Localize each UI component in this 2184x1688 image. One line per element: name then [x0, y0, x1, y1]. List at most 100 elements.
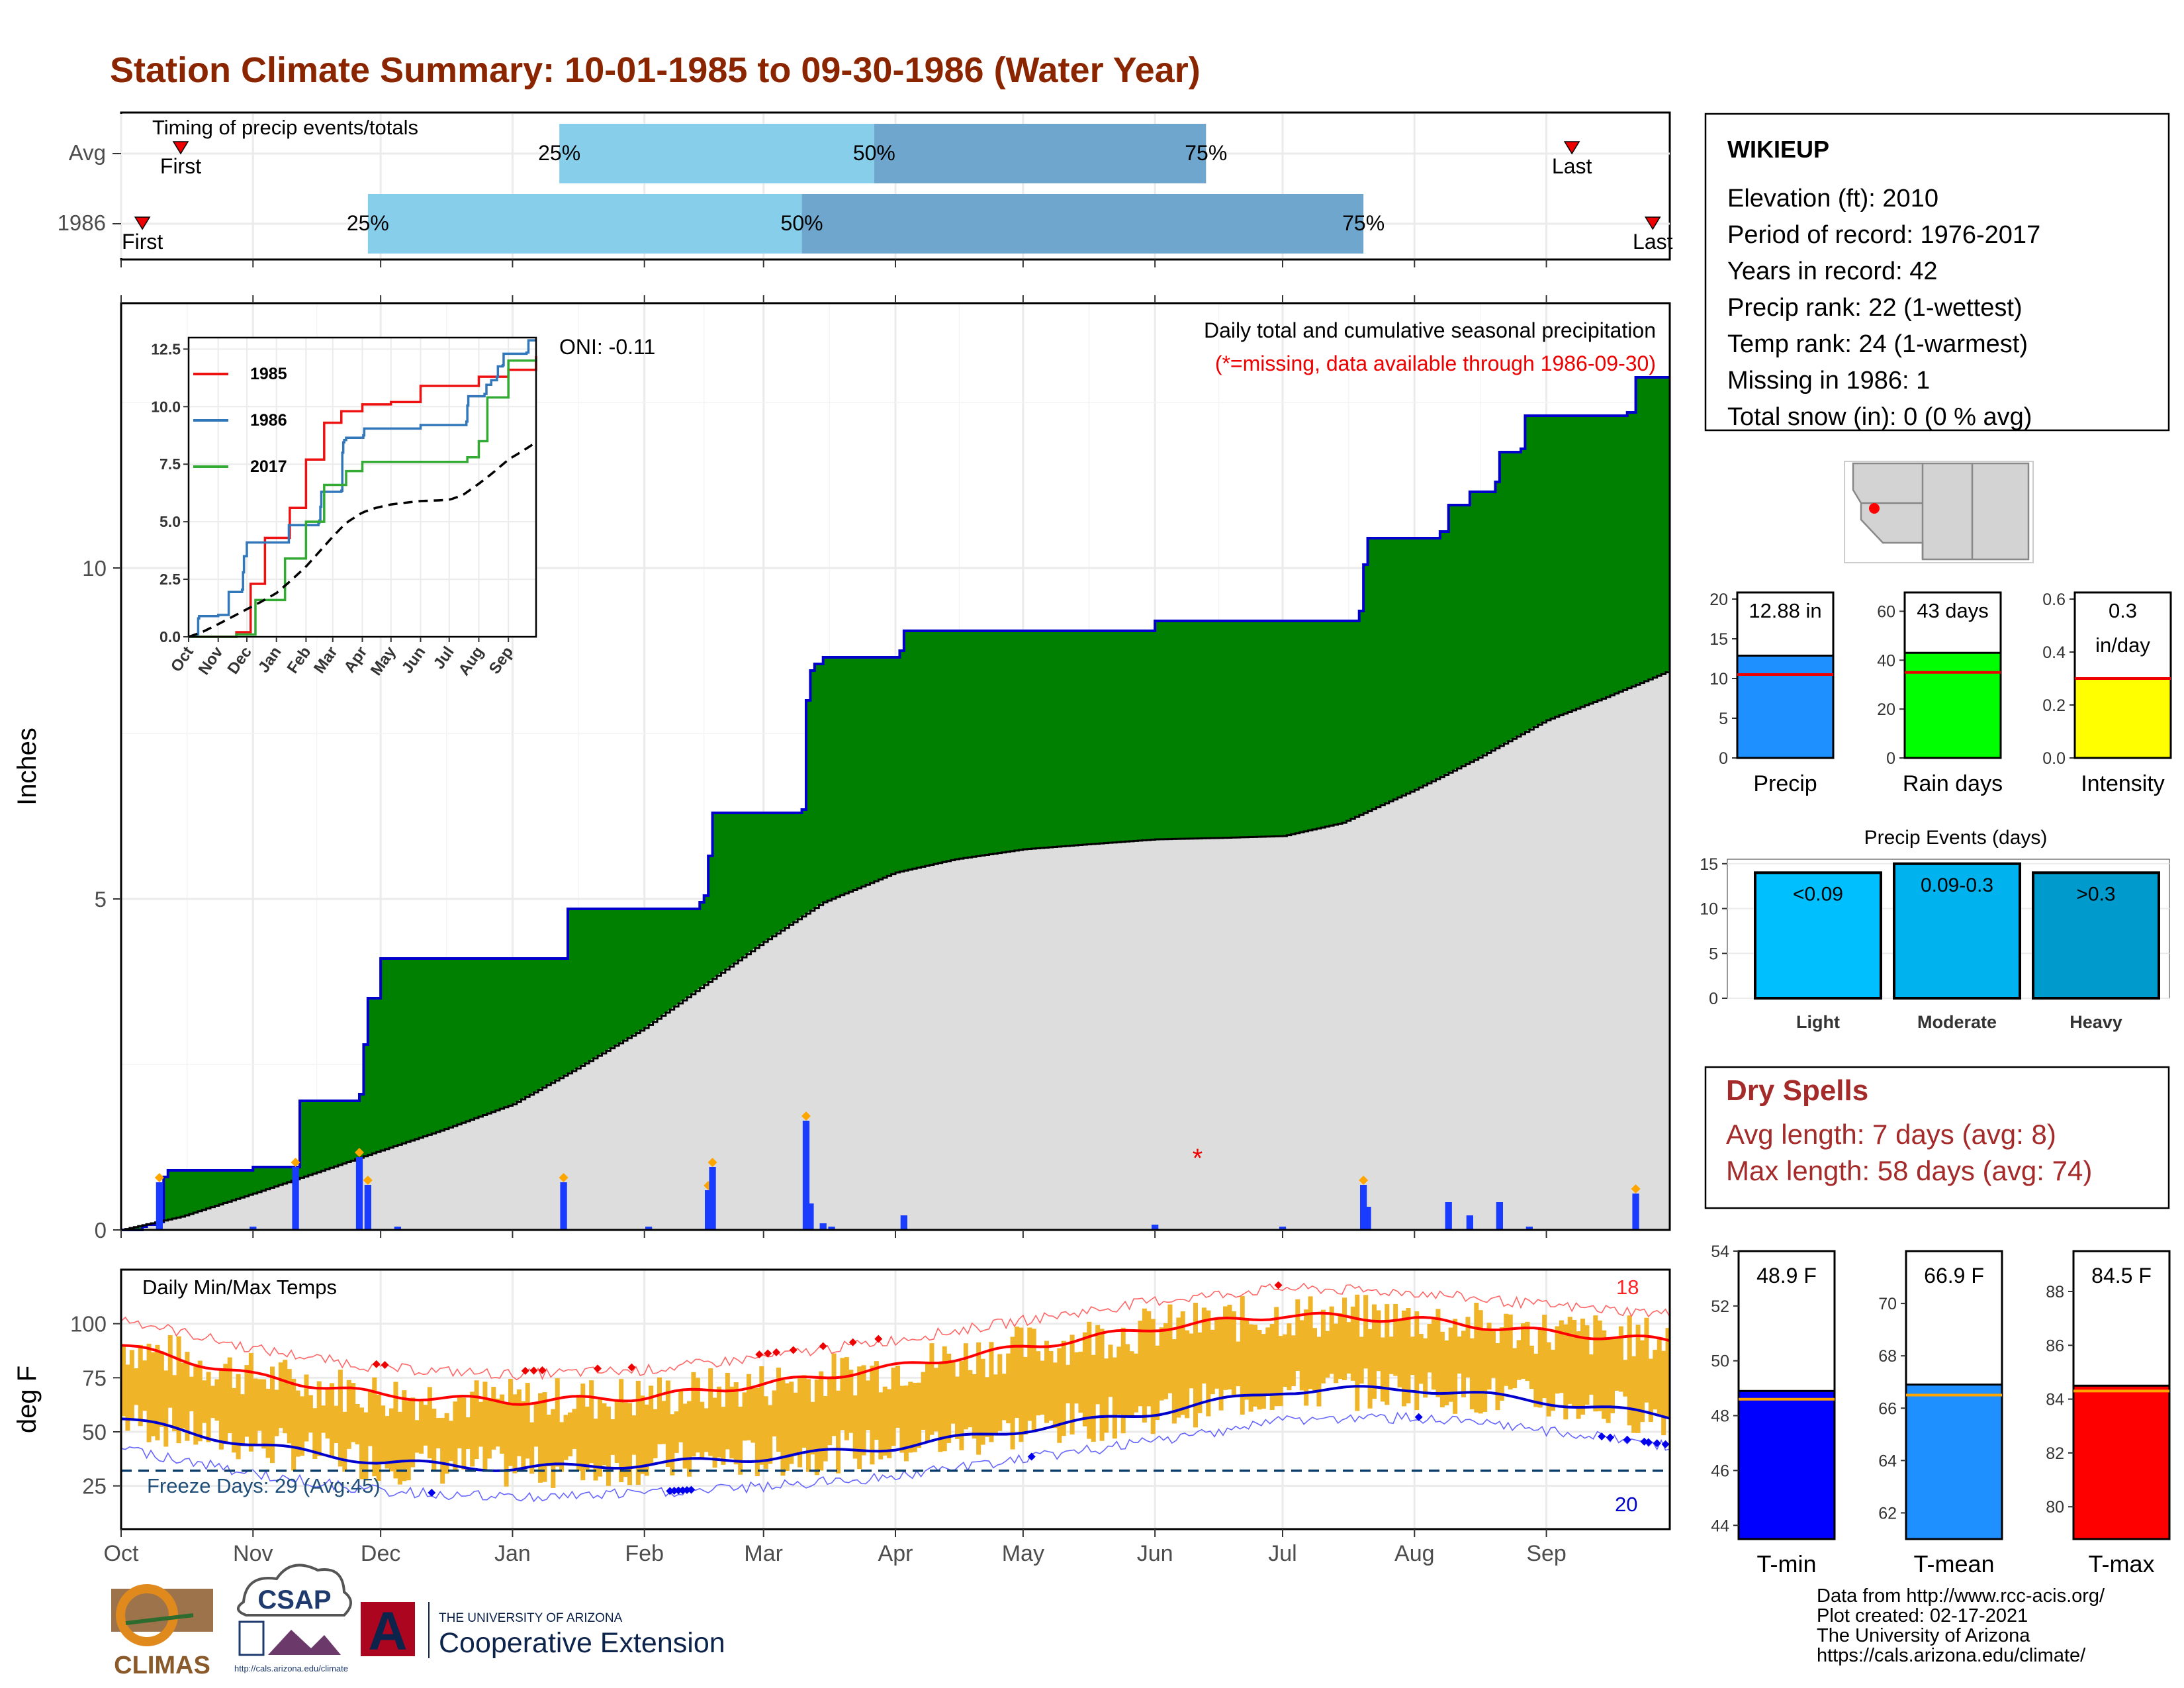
temp-summary-value-bar: [2072, 1384, 2171, 1540]
temp-daily-range-bars: [121, 1294, 1670, 1488]
temp-summary-tick-label: 68: [1878, 1347, 1897, 1366]
temp-day-bar: [1410, 1336, 1415, 1376]
temp-day-bar: [351, 1383, 356, 1442]
month-label: Mar: [744, 1541, 783, 1566]
temp-day-bar: [1355, 1294, 1360, 1411]
temp-day-bar: [1542, 1315, 1547, 1399]
daily-precip-bar: [1525, 1227, 1533, 1230]
temp-day-bar: [678, 1389, 684, 1442]
temp-day-bar: [903, 1385, 909, 1462]
precip-panel-note: (*=missing, data available through 1986-…: [1215, 352, 1656, 375]
temp-day-bar: [1274, 1307, 1279, 1407]
events-tick-label: 0: [1709, 990, 1718, 1008]
precip-y-tick-label: 0: [95, 1218, 107, 1243]
temp-day-bar: [1618, 1326, 1623, 1392]
summary-bar-intensity: 0.0 0.2 0.4 0.6 0.3 in/day Intensity: [2042, 590, 2172, 796]
temp-summary-tick-label: 84: [2046, 1391, 2064, 1409]
temp-day-bar: [827, 1379, 833, 1446]
temp-summary-value-bar: [1905, 1383, 2003, 1540]
daily-precip-bar: [802, 1121, 810, 1230]
temp-day-bar: [1631, 1356, 1637, 1433]
temp-day-bar: [1482, 1330, 1488, 1412]
record-low-marker: [674, 1486, 683, 1495]
temp-day-bar: [1180, 1311, 1185, 1415]
temp-day-bar: [593, 1419, 598, 1481]
temp-day-bar: [1593, 1315, 1598, 1412]
daily-precip-bar: [292, 1167, 299, 1230]
temp-day-bar: [1508, 1314, 1513, 1389]
temp-day-bar: [1261, 1334, 1266, 1409]
temp-summary-tick-label: 54: [1711, 1243, 1729, 1261]
record-high-marker: [848, 1338, 857, 1346]
timing-bar-q25-q50: [367, 194, 802, 254]
temp-day-bar: [1584, 1325, 1590, 1405]
temp-day-bar: [1414, 1311, 1420, 1411]
temp-day-bar: [214, 1379, 220, 1421]
record-high-marker: [755, 1350, 764, 1359]
summary-tick-label: 0.0: [2042, 749, 2066, 768]
timing-first-label: First: [122, 230, 163, 254]
daily-precip-bars: [154, 1111, 1641, 1230]
heavy-precip-marker: [801, 1111, 811, 1121]
temp-day-bar: [814, 1379, 819, 1476]
timing-label-50: 50%: [781, 211, 823, 235]
temp-day-bar: [265, 1388, 271, 1458]
temp-day-bar: [729, 1386, 735, 1459]
temp-day-bar: [381, 1405, 386, 1463]
temp-day-bar: [1193, 1302, 1199, 1428]
temp-day-bar: [635, 1380, 641, 1485]
temp-day-bar: [1537, 1327, 1543, 1408]
temp-day-bar: [670, 1414, 675, 1476]
temp-day-bar: [921, 1372, 926, 1430]
temp-day-bar: [1559, 1320, 1564, 1393]
temp-day-bar: [895, 1365, 901, 1428]
daily-precip-bar: [1279, 1227, 1287, 1230]
record-low-marker: [1661, 1440, 1670, 1448]
temp-day-bar: [576, 1394, 581, 1472]
precip-y-label: Inches: [13, 727, 42, 806]
record-low-line: [120, 1411, 1670, 1503]
temp-day-bar: [687, 1401, 692, 1477]
credit-plot-created: Plot created: 02-17-2021: [1817, 1605, 2028, 1626]
temp-day-bar: [695, 1378, 700, 1453]
temp-day-bar: [465, 1417, 471, 1449]
summary-tick-label: 10: [1709, 670, 1728, 688]
daily-precip-bar: [1445, 1202, 1452, 1230]
temp-day-bar: [1304, 1309, 1309, 1406]
summary-tick-label: 0.4: [2042, 643, 2066, 662]
temp-day-bar: [1074, 1352, 1079, 1404]
credit-url: https://cals.arizona.edu/climate/: [1817, 1645, 2086, 1666]
station-temp-rank: Temp rank: 24 (1-warmest): [1727, 330, 2028, 358]
daily-precip-bar: [355, 1157, 363, 1230]
record-low-marker: [428, 1488, 436, 1497]
summary-tick-label: 0.2: [2042, 696, 2066, 715]
temp-summary-tick-label: 82: [2046, 1444, 2064, 1463]
temp-day-bar: [823, 1395, 828, 1462]
temp-day-bar: [836, 1390, 841, 1474]
temp-day-bar: [1576, 1331, 1581, 1419]
temp-day-bar: [1036, 1351, 1041, 1416]
temp-day-bar: [193, 1364, 199, 1445]
temp-day-bar: [1572, 1319, 1577, 1409]
temp-day-bar: [968, 1370, 973, 1428]
temp-day-bar: [321, 1405, 326, 1433]
inset-y-tick-label: 0.0: [159, 628, 181, 645]
daily-precip-bar: [1364, 1207, 1371, 1230]
temp-day-bar: [1176, 1317, 1181, 1418]
timing-bar-q25-q50: [559, 124, 874, 183]
temp-day-bar: [461, 1397, 467, 1470]
temp-day-bar: [1551, 1350, 1556, 1411]
temp-day-bar: [397, 1411, 402, 1485]
temp-day-bar: [1120, 1327, 1126, 1434]
temp-day-bar: [1529, 1345, 1534, 1389]
daily-precip-bar: [705, 1190, 712, 1230]
summary-bar-value-label: 43 days: [1917, 599, 1989, 622]
summary-bar-label: Rain days: [1903, 771, 2003, 796]
summary-bar-value-label: 12.88 in: [1749, 599, 1821, 622]
temp-day-bar: [1533, 1353, 1539, 1407]
temp-day-bar: [1338, 1313, 1343, 1380]
record-high-marker: [627, 1363, 636, 1372]
summary-tick-label: 5: [1719, 710, 1728, 728]
temp-day-bar: [206, 1372, 211, 1442]
